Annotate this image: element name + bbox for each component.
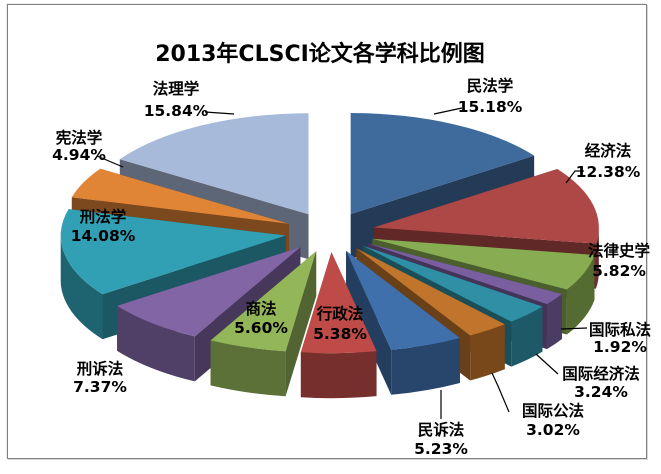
slice-top-face	[119, 113, 309, 215]
slice-percent-label: 15.18%	[458, 98, 523, 116]
slice-side-wall-end	[346, 250, 392, 395]
slice-top-face	[372, 238, 595, 290]
slice-rim-wall	[391, 337, 460, 395]
slice-percent-label: 4.94%	[52, 146, 106, 164]
leader-line	[433, 107, 463, 115]
slice-percent-label: 3.24%	[574, 383, 628, 401]
slice-top-face	[350, 113, 535, 215]
pie-slice-7[interactable]	[346, 250, 460, 395]
slice-percent-label: 5.60%	[234, 319, 288, 337]
slice-top-face	[117, 247, 301, 337]
chart-title: 2013年CLSCI论文各学科比例图	[155, 42, 485, 67]
slice-top-face	[367, 243, 562, 305]
leader-line	[560, 327, 588, 330]
slice-category-label: 法理学	[153, 79, 200, 98]
slice-rim-wall	[470, 324, 505, 381]
slice-top-face	[60, 209, 286, 295]
slice-rim-wall	[117, 305, 195, 382]
slice-category-label: 商法	[245, 299, 276, 318]
leader-line	[565, 170, 584, 184]
slice-rim-wall	[60, 235, 103, 340]
slice-percent-label: 1.92%	[593, 338, 647, 356]
leader-line	[491, 372, 510, 413]
slice-category-label: 民法学	[467, 76, 514, 95]
slice-rim-wall	[511, 306, 543, 367]
slice-category-label: 民诉法	[418, 420, 465, 439]
slice-percent-label: 7.37%	[73, 378, 127, 396]
slice-top-face	[373, 168, 599, 244]
slice-top-face	[356, 248, 505, 336]
slice-category-label: 国际经济法	[562, 364, 640, 383]
leader-line	[535, 353, 559, 375]
slice-percent-label: 5.38%	[313, 325, 367, 343]
slice-percent-label: 15.84%	[144, 102, 209, 120]
slice-top-face	[362, 245, 543, 322]
slice-percent-label: 5.82%	[592, 262, 646, 280]
slice-top-face	[346, 250, 460, 350]
slice-category-label: 刑诉法	[77, 359, 124, 378]
slice-percent-label: 14.08%	[71, 227, 136, 245]
slice-percent-label: 5.23%	[414, 440, 468, 458]
pie-slice-9[interactable]	[210, 251, 317, 397]
slice-category-label: 经济法	[585, 141, 632, 160]
leader-line	[204, 111, 235, 115]
slice-rim-wall	[546, 293, 562, 350]
leader-line	[96, 155, 124, 168]
slice-top-face	[210, 251, 317, 352]
slice-rim-wall	[566, 254, 595, 335]
slice-category-label: 国际私法	[589, 320, 651, 339]
slice-category-label: 刑法学	[80, 207, 127, 226]
slice-percent-label: 12.38%	[576, 163, 641, 181]
slice-rim-wall	[595, 227, 599, 289]
slice-percent-label: 3.02%	[526, 421, 580, 439]
slice-category-label: 国际公法	[522, 401, 584, 420]
slice-category-label: 行政法	[316, 304, 364, 323]
slice-top-face	[300, 252, 377, 354]
slice-top-face	[71, 168, 289, 224]
slice-category-label: 法律史学	[588, 241, 650, 260]
pie-slice-8[interactable]	[300, 252, 377, 399]
slice-rim-wall	[210, 340, 286, 397]
slice-category-label: 宪法学	[56, 128, 103, 147]
slice-rim-wall	[300, 351, 377, 399]
